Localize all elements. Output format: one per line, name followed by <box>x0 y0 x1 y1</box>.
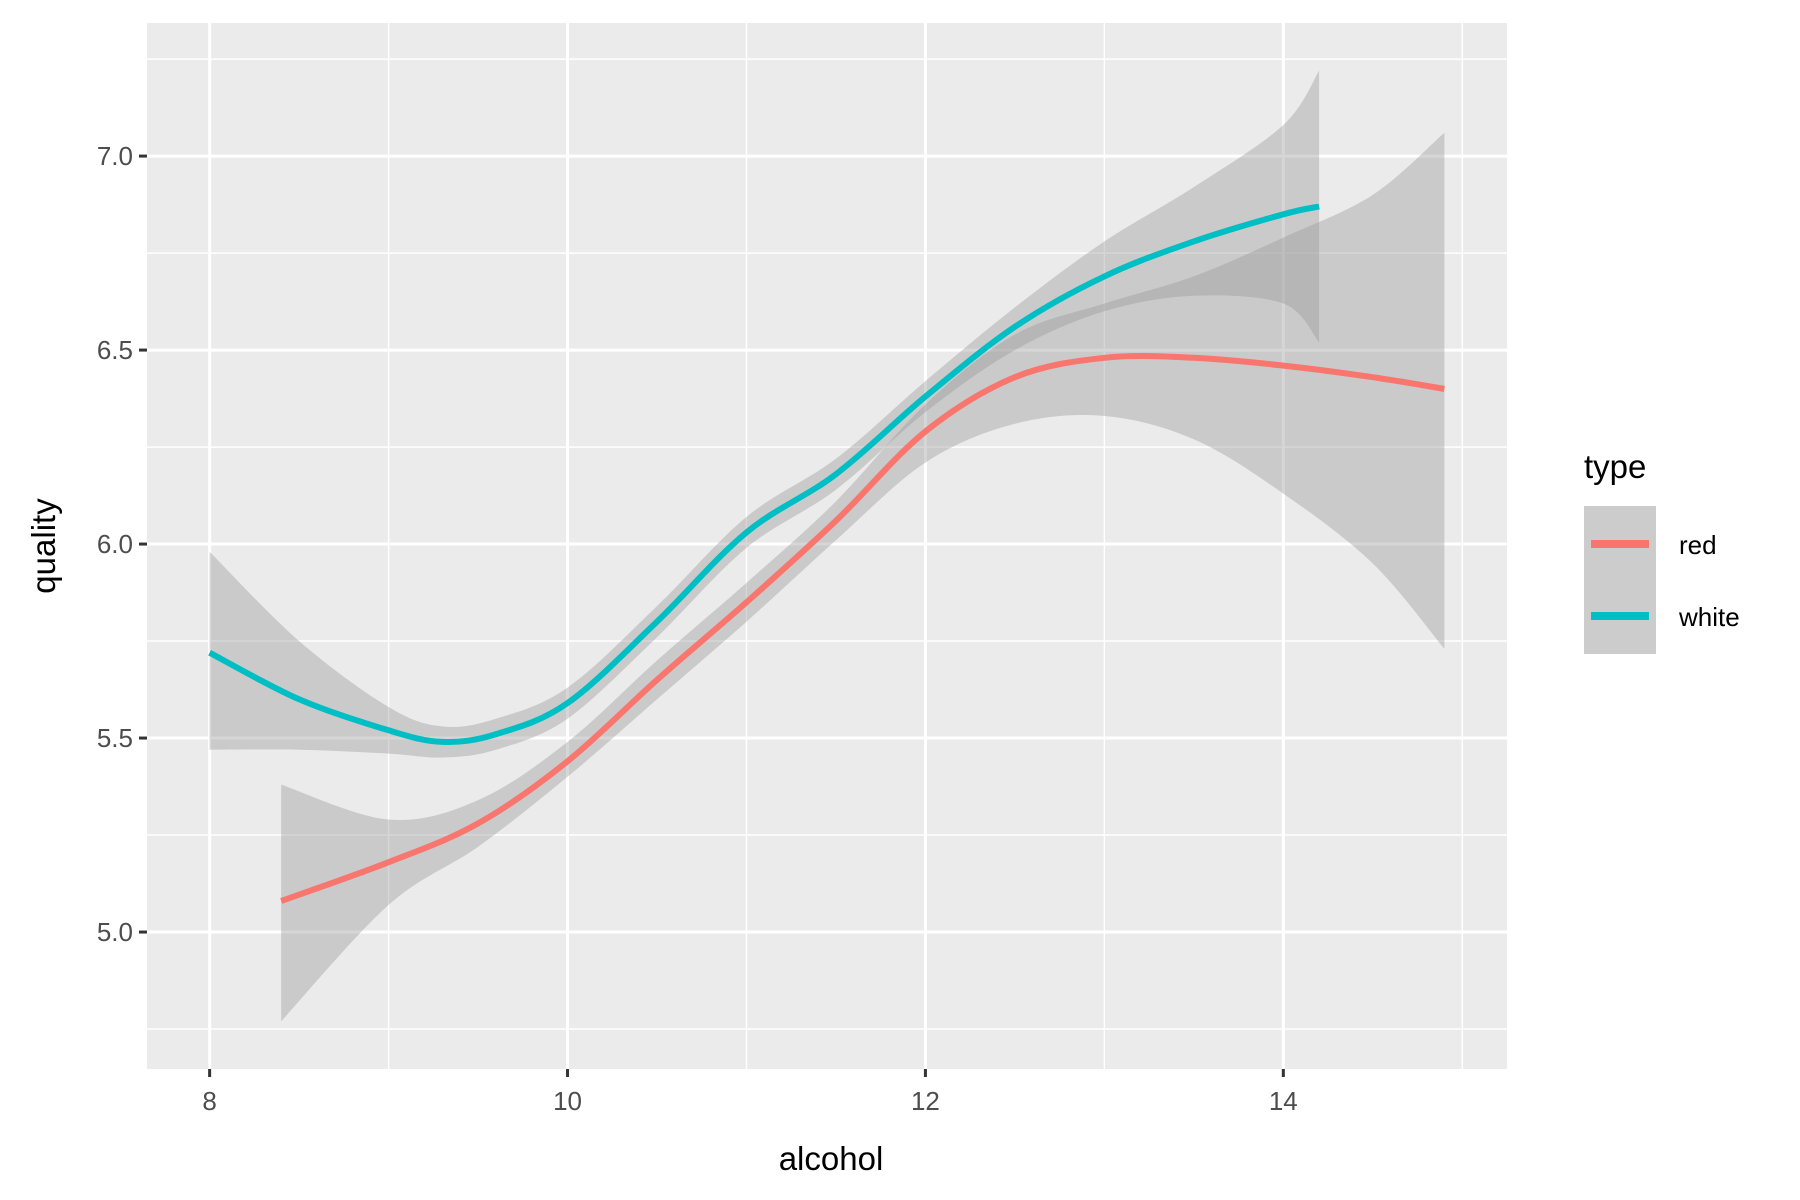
x-tick-label: 10 <box>553 1086 582 1116</box>
y-axis-title: quality <box>25 498 62 594</box>
y-tick-label: 7.0 <box>97 141 133 171</box>
smooth-lines <box>208 203 1445 904</box>
plot-panel <box>147 23 1507 1069</box>
y-tick-label: 5.5 <box>97 723 133 753</box>
line-white <box>208 203 1320 746</box>
y-axis: 5.0 5.5 6.0 6.5 7.0 <box>97 141 147 947</box>
legend-title: type <box>1584 448 1646 485</box>
legend-item-white: white <box>1591 602 1740 632</box>
x-tick-label: 14 <box>1269 1086 1298 1116</box>
x-tick-label: 8 <box>202 1086 216 1116</box>
legend-item-red: red <box>1591 530 1717 560</box>
ribbon-white <box>209 70 1320 758</box>
legend-label-white: white <box>1678 602 1740 632</box>
line-red <box>280 353 1445 904</box>
x-axis: 8 10 12 14 <box>202 1069 1298 1116</box>
y-tick-label: 5.0 <box>97 917 133 947</box>
legend: type red white <box>1584 448 1740 654</box>
minor-gridlines <box>147 23 1507 1069</box>
major-gridlines <box>147 23 1507 1069</box>
y-tick-label: 6.5 <box>97 335 133 365</box>
y-tick-label: 6.0 <box>97 529 133 559</box>
legend-label-red: red <box>1679 530 1717 560</box>
x-tick-label: 12 <box>911 1086 940 1116</box>
x-axis-title: alcohol <box>779 1140 884 1177</box>
legend-key-background <box>1584 506 1656 654</box>
